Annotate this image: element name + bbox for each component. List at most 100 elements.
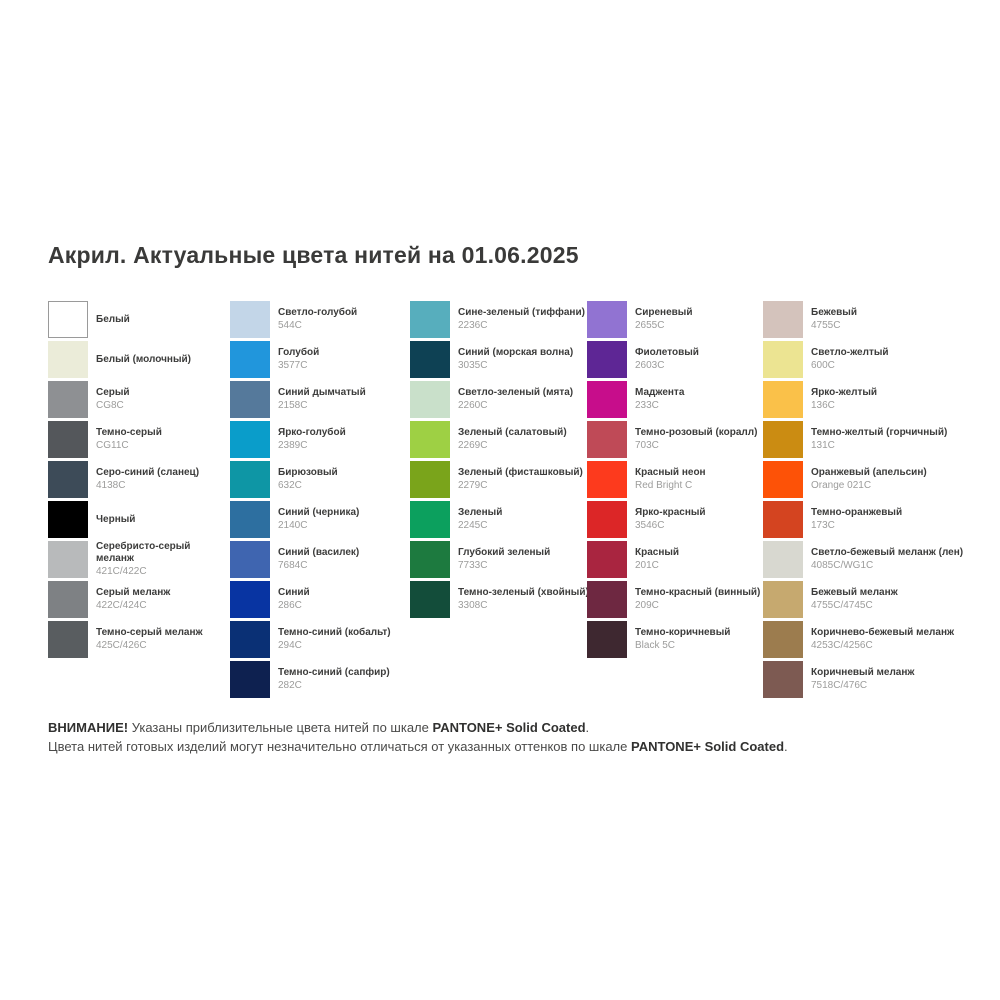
- color-item: Синий дымчатый 2158C: [230, 381, 412, 418]
- color-code: 2389C: [278, 440, 308, 451]
- color-code: 703C: [635, 440, 659, 451]
- color-item: Серый CG8C: [48, 381, 230, 418]
- color-swatch: [230, 541, 270, 578]
- color-name: Коричнево-бежевый меланж: [811, 627, 955, 638]
- color-name: Темно-коричневый: [635, 627, 731, 638]
- footer-line-1: ВНИМАНИЕ! Указаны приблизительные цвета …: [48, 720, 590, 735]
- page-title: Акрил. Актуальные цвета нитей на 01.06.2…: [48, 242, 579, 268]
- color-code: 4138C: [96, 480, 126, 491]
- color-item: Светло-голубой 544C: [230, 301, 412, 338]
- color-labels: Синий дымчатый 2158C: [278, 381, 366, 418]
- color-labels: Черный: [96, 501, 135, 538]
- color-name: Светло-зеленый (мята): [458, 387, 574, 398]
- color-swatch: [410, 461, 450, 498]
- color-name: Темно-серый: [96, 427, 162, 438]
- color-swatch: [763, 501, 803, 538]
- color-swatch: [763, 581, 803, 618]
- color-labels: Темно-коричневый Black 5C: [635, 621, 730, 658]
- color-code: 286C: [278, 600, 302, 611]
- color-name: Белый: [96, 313, 130, 325]
- color-labels: Синий (василек) 7684C: [278, 541, 359, 578]
- color-swatch: [763, 381, 803, 418]
- color-column-1: Белый Белый (молочный) Серый CG8C Темно-серы…: [48, 301, 230, 661]
- color-swatch: [230, 381, 270, 418]
- color-swatch: [587, 581, 627, 618]
- color-swatch: [587, 461, 627, 498]
- color-swatch: [48, 581, 88, 618]
- color-labels: Глубокий зеленый 7733C: [458, 541, 550, 578]
- color-code: 294C: [278, 640, 302, 651]
- color-code: 3546C: [635, 520, 665, 531]
- color-code: 201C: [635, 560, 659, 571]
- color-swatch: [410, 421, 450, 458]
- color-swatch: [48, 541, 88, 578]
- color-code: 2236C: [458, 320, 488, 331]
- color-labels: Темно-розовый (коралл) 703C: [635, 421, 757, 458]
- color-code: 2269C: [458, 440, 488, 451]
- color-name: Сиреневый: [635, 307, 693, 318]
- color-labels: Темно-синий (сапфир) 282C: [278, 661, 390, 698]
- color-name: Серебристо-серый меланж: [96, 541, 191, 564]
- color-code: Orange 021C: [811, 480, 872, 491]
- color-labels: Серый меланж 422C/424C: [96, 581, 170, 618]
- color-code: 4253C/4256C: [811, 640, 873, 651]
- color-swatch: [763, 301, 803, 338]
- color-labels: Бежевый меланж 4755C/4745C: [811, 581, 898, 618]
- color-code: 2158C: [278, 400, 308, 411]
- color-code: 7684C: [278, 560, 308, 571]
- color-item: Синий (василек) 7684C: [230, 541, 412, 578]
- color-swatch: [230, 341, 270, 378]
- color-item: Ярко-голубой 2389C: [230, 421, 412, 458]
- color-item: Черный: [48, 501, 230, 538]
- color-labels: Бежевый 4755C: [811, 301, 857, 338]
- color-item: Сиреневый 2655C: [587, 301, 763, 338]
- color-labels: Темно-серый меланж 425C/426C: [96, 621, 203, 658]
- color-name: Сине-зеленый (тиффани): [458, 307, 585, 318]
- color-item: Темно-зеленый (хвойный) 3308C: [410, 581, 589, 618]
- color-labels: Светло-зеленый (мята) 2260C: [458, 381, 573, 418]
- color-item: Бежевый меланж 4755C/4745C: [763, 581, 978, 618]
- color-code: 173C: [811, 520, 835, 531]
- color-name: Синий (василек): [278, 547, 360, 558]
- color-swatch: [230, 421, 270, 458]
- color-code: 2140C: [278, 520, 308, 531]
- color-name: Темно-зеленый (хвойный): [458, 587, 589, 598]
- color-swatch: [587, 541, 627, 578]
- color-name: Светло-желтый: [811, 347, 889, 358]
- color-labels: Светло-желтый 600C: [811, 341, 889, 378]
- color-labels: Коричнево-бежевый меланж 4253C/4256C: [811, 621, 954, 658]
- color-code: 2279C: [458, 480, 488, 491]
- color-name: Темно-желтый (горчичный): [811, 427, 948, 438]
- color-name: Красный неон: [635, 467, 706, 478]
- color-column-2: Светло-голубой 544C Голубой 3577C Синий дымч…: [230, 301, 412, 701]
- color-labels: Серо-синий (сланец) 4138C: [96, 461, 199, 498]
- color-labels: Серый CG8C: [96, 381, 130, 418]
- color-name: Синий (морская волна): [458, 347, 574, 358]
- color-name: Глубокий зеленый: [458, 547, 551, 558]
- color-code: 544C: [278, 320, 302, 331]
- color-name: Оранжевый (апельсин): [811, 467, 927, 478]
- footer-attention-label: ВНИМАНИЕ!: [48, 720, 129, 735]
- color-swatch: [410, 541, 450, 578]
- color-item: Бежевый 4755C: [763, 301, 978, 338]
- color-name: Ярко-голубой: [278, 427, 346, 438]
- footer-note: ВНИМАНИЕ! Указаны приблизительные цвета …: [48, 718, 958, 756]
- color-name: Светло-голубой: [278, 307, 358, 318]
- color-code: 3577C: [278, 360, 308, 371]
- color-name: Темно-синий (кобальт): [278, 627, 391, 638]
- color-item: Белый: [48, 301, 230, 338]
- color-code: 600C: [811, 360, 835, 371]
- color-code: 425C/426C: [96, 640, 147, 651]
- color-item: Синий 286C: [230, 581, 412, 618]
- color-labels: Маджента 233C: [635, 381, 684, 418]
- color-labels: Темно-оранжевый 173C: [811, 501, 902, 538]
- color-item: Темно-синий (сапфир) 282C: [230, 661, 412, 698]
- color-swatch: [410, 301, 450, 338]
- color-item: Коричневый меланж 7518C/476C: [763, 661, 978, 698]
- color-code: 282C: [278, 680, 302, 691]
- color-name: Темно-серый меланж: [96, 627, 203, 638]
- color-name: Маджента: [635, 387, 685, 398]
- color-code: Red Bright C: [635, 480, 693, 491]
- color-swatch: [230, 581, 270, 618]
- color-name: Белый (молочный): [96, 353, 191, 365]
